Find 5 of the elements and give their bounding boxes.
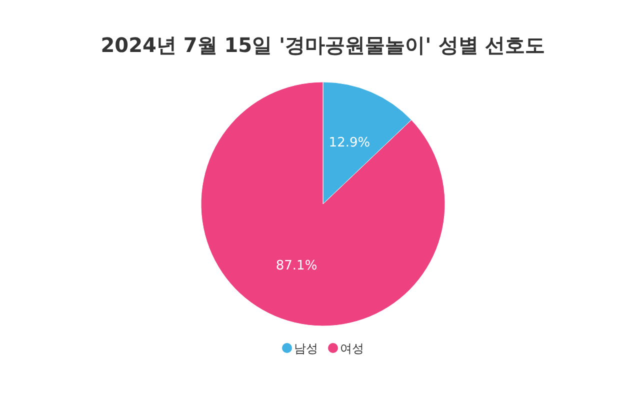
data-label: 12.9% — [328, 135, 370, 150]
legend-label: 남성 — [294, 342, 318, 356]
data-label: 87.1% — [276, 258, 318, 274]
chart-title: 2024년 7월 15일 '경마공원물놀이' 성별 선호도 — [100, 33, 546, 57]
legend-label: 여성 — [340, 342, 364, 356]
